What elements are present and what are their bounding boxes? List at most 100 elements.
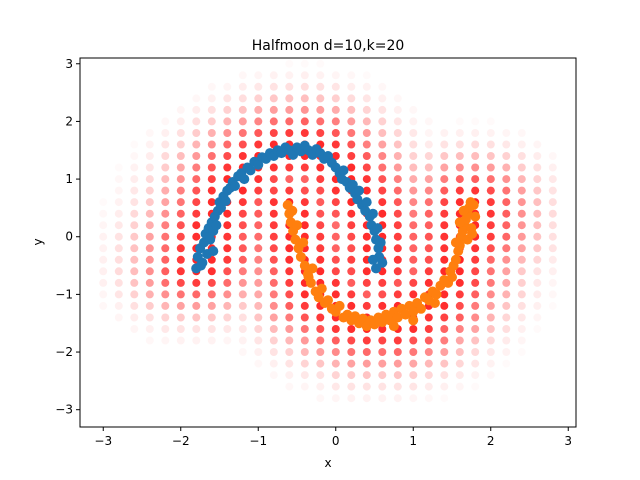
grid-point bbox=[238, 336, 247, 345]
grid-point bbox=[145, 278, 154, 287]
grid-point bbox=[269, 209, 278, 218]
upper-moon-point bbox=[367, 208, 378, 219]
grid-point bbox=[238, 152, 247, 160]
grid-point bbox=[393, 221, 402, 230]
grid-point bbox=[455, 325, 464, 333]
grid-point bbox=[238, 140, 247, 149]
grid-point bbox=[192, 129, 201, 137]
grid-point bbox=[548, 244, 557, 253]
grid-point bbox=[238, 325, 247, 333]
grid-point bbox=[362, 301, 371, 310]
axes-frame bbox=[79, 57, 577, 428]
grid-point bbox=[502, 163, 511, 172]
grid-point bbox=[440, 359, 449, 368]
grid-point bbox=[145, 186, 154, 195]
grid-point bbox=[347, 209, 356, 218]
grid-point bbox=[254, 290, 263, 299]
grid-point bbox=[471, 325, 480, 333]
lower-moon-point bbox=[408, 315, 419, 326]
grid-point bbox=[440, 290, 449, 299]
upper-moon-point bbox=[205, 234, 216, 245]
grid-point bbox=[347, 255, 356, 264]
grid-point bbox=[300, 325, 309, 333]
grid-point bbox=[208, 83, 216, 91]
grid-point bbox=[533, 301, 542, 310]
grid-point bbox=[378, 325, 387, 333]
grid-point bbox=[455, 382, 464, 391]
grid-point bbox=[269, 105, 278, 114]
grid-point bbox=[486, 163, 495, 172]
grid-point bbox=[455, 313, 464, 322]
grid-point bbox=[130, 301, 139, 310]
grid-point bbox=[114, 267, 123, 276]
grid-point bbox=[347, 382, 356, 391]
grid-point bbox=[300, 371, 309, 380]
grid-point bbox=[192, 198, 201, 207]
grid-point bbox=[316, 255, 325, 264]
grid-point bbox=[362, 94, 371, 103]
grid-point bbox=[378, 371, 387, 380]
grid-point bbox=[176, 301, 185, 310]
grid-point bbox=[471, 244, 480, 253]
grid-point bbox=[254, 129, 263, 137]
grid-point bbox=[409, 106, 417, 114]
grid-point bbox=[440, 313, 449, 322]
grid-point bbox=[238, 117, 247, 126]
grid-point bbox=[393, 186, 402, 195]
lower-moon-point bbox=[408, 306, 419, 317]
grid-point bbox=[471, 117, 479, 125]
grid-point bbox=[393, 371, 402, 380]
grid-point bbox=[285, 82, 294, 91]
grid-point bbox=[486, 129, 495, 137]
grid-point bbox=[316, 117, 325, 126]
grid-point bbox=[176, 325, 185, 333]
grid-point bbox=[300, 163, 309, 172]
grid-point bbox=[347, 82, 356, 91]
grid-point bbox=[548, 198, 557, 207]
grid-point bbox=[517, 198, 526, 207]
grid-point bbox=[285, 336, 294, 345]
grid-point bbox=[285, 255, 294, 264]
grid-point bbox=[285, 325, 294, 333]
grid-point bbox=[269, 244, 278, 253]
grid-point bbox=[517, 278, 526, 287]
grid-point bbox=[424, 186, 433, 195]
grid-point bbox=[331, 209, 340, 218]
grid-point bbox=[455, 163, 464, 172]
grid-point bbox=[130, 290, 139, 299]
grid-point bbox=[176, 129, 185, 137]
grid-point bbox=[486, 325, 495, 333]
grid-point bbox=[254, 71, 263, 80]
grid-point bbox=[502, 336, 511, 345]
grid-point bbox=[207, 336, 216, 345]
grid-point bbox=[486, 313, 495, 322]
grid-point bbox=[362, 371, 371, 380]
grid-point bbox=[223, 255, 232, 264]
grid-point bbox=[471, 152, 480, 160]
series-layer bbox=[191, 140, 481, 332]
grid-point bbox=[300, 301, 309, 310]
grid-point bbox=[316, 175, 325, 184]
grid-point bbox=[362, 336, 371, 345]
upper-moon-point bbox=[245, 165, 256, 176]
grid-point bbox=[486, 186, 495, 195]
grid-point bbox=[99, 244, 108, 253]
grid-point bbox=[409, 394, 418, 403]
grid-point bbox=[285, 175, 294, 184]
grid-point bbox=[331, 221, 340, 230]
grid-point bbox=[161, 267, 170, 276]
grid-point bbox=[269, 186, 278, 195]
grid-point bbox=[471, 301, 480, 310]
grid-point bbox=[254, 267, 263, 276]
grid-point bbox=[254, 82, 263, 91]
grid-point bbox=[269, 301, 278, 310]
upper-moon-point bbox=[195, 260, 206, 271]
grid-point bbox=[114, 232, 123, 241]
grid-point bbox=[285, 348, 294, 356]
grid-point bbox=[424, 198, 433, 207]
grid-point bbox=[192, 152, 201, 160]
grid-point bbox=[316, 394, 324, 402]
grid-point bbox=[238, 221, 247, 230]
grid-point bbox=[161, 209, 170, 218]
grid-point bbox=[331, 336, 340, 345]
